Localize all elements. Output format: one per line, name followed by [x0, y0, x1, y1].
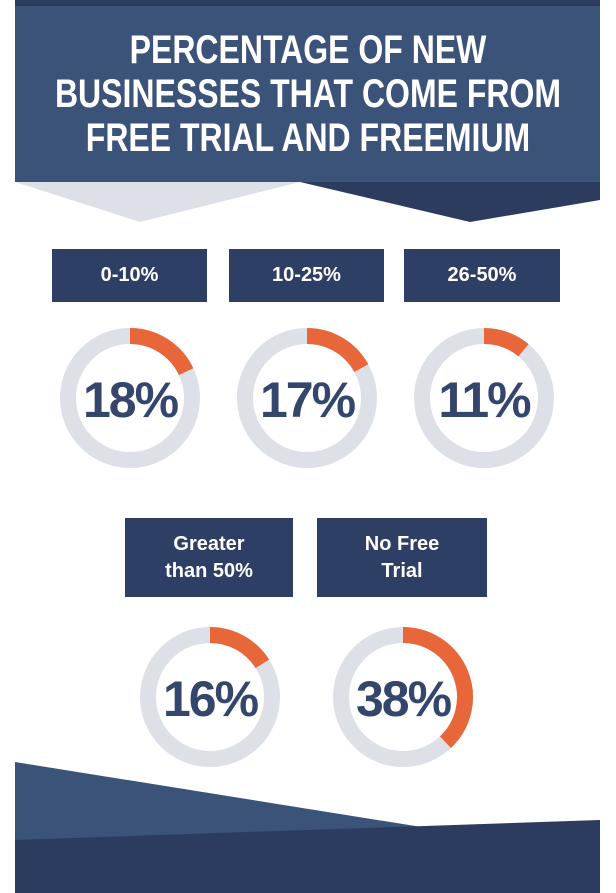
value-label: 16%	[163, 671, 259, 727]
category-label: Greater than 50%	[125, 518, 293, 597]
donut-segment	[306, 328, 369, 373]
chevron-right	[300, 182, 600, 222]
category-label: 26-50%	[404, 249, 560, 302]
donut-segment	[483, 328, 529, 357]
chart-title: PERCENTAGE OF NEW BUSINESSES THAT COME F…	[54, 28, 562, 160]
value-label: 38%	[356, 671, 452, 727]
value-label: 17%	[260, 372, 356, 428]
header-edge	[15, 0, 600, 6]
value-label: 11%	[438, 372, 531, 428]
donut-segment	[129, 328, 194, 376]
header-band	[15, 0, 600, 182]
donut-segment	[209, 627, 270, 669]
category-label: 10-25%	[229, 249, 384, 302]
footer-shape-dark	[15, 820, 600, 893]
category-label: No Free Trial	[317, 518, 487, 597]
donut-segment	[402, 627, 473, 749]
category-label: 0-10%	[52, 249, 207, 302]
chevron-left	[15, 182, 300, 222]
value-label: 18%	[83, 372, 179, 428]
